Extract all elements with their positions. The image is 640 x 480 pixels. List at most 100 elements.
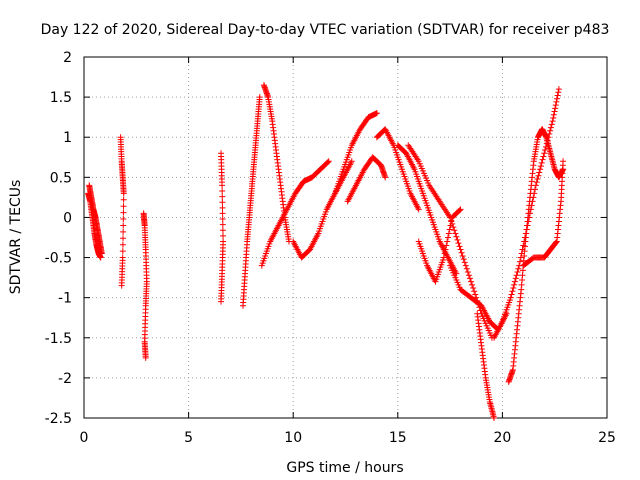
series-seg-17 (415, 206, 464, 285)
data-point (541, 150, 548, 157)
data-point (540, 153, 547, 160)
data-point (445, 234, 452, 241)
data-point (415, 206, 422, 213)
chart-title: Day 122 of 2020, Sidereal Day-to-day VTE… (41, 22, 610, 38)
data-point (444, 238, 451, 245)
data-point (491, 415, 498, 421)
data-point (373, 110, 380, 117)
data-point (120, 235, 127, 242)
data-point (469, 281, 476, 288)
data-point (560, 166, 567, 173)
data-point (118, 282, 125, 289)
y-tick-label: -1 (58, 291, 72, 307)
y-axis-label: SDTVAR / TECUs (8, 180, 24, 295)
data-point (538, 159, 545, 166)
data-point (471, 288, 478, 295)
data-point (460, 256, 467, 263)
data-point (457, 206, 464, 213)
data-point (120, 196, 127, 203)
series-seg-1.8 (117, 134, 127, 289)
series-seg-19 (474, 310, 498, 421)
y-tick-labels: -2.5 -2 -1.5 -1 -0.5 0 0.5 1 1.5 2 (45, 50, 72, 427)
data-point (547, 127, 554, 134)
data-point (462, 262, 469, 269)
y-tick-label: 0 (63, 210, 72, 226)
data-point (219, 221, 226, 228)
data-point (550, 111, 557, 118)
data-point (463, 265, 470, 272)
series-seg-9.5 (258, 158, 332, 269)
data-point (551, 108, 558, 115)
x-tick-label: 15 (389, 430, 407, 446)
data-point (120, 228, 127, 235)
data-point (555, 89, 562, 96)
ticks (83, 56, 608, 419)
data-point (348, 158, 355, 165)
data-point (553, 98, 560, 105)
data-point (445, 230, 452, 237)
y-tick-label: -1.5 (45, 331, 72, 347)
series-seg-6.6 (218, 150, 227, 305)
data-point (325, 158, 332, 165)
series-seg-0.5-b (86, 182, 105, 257)
series-seg-12.5 (332, 110, 380, 197)
data-point (508, 291, 515, 298)
grid (84, 57, 607, 418)
data-point (554, 95, 561, 102)
series-seg-7.8 (239, 94, 263, 309)
series-seg-8.7 (260, 82, 293, 245)
data-point (534, 175, 541, 182)
series-seg-13 (344, 154, 389, 205)
data-point (560, 158, 567, 165)
data-point (447, 222, 454, 229)
data-point (554, 92, 561, 99)
data-point (507, 294, 514, 301)
y-tick-label: -0.5 (45, 251, 72, 267)
data-point (324, 159, 331, 166)
data-point (218, 298, 225, 305)
data-point (120, 222, 127, 229)
data-point (457, 246, 464, 253)
x-tick-label: 5 (184, 430, 193, 446)
data-point (219, 182, 226, 189)
y-tick-label: -2 (58, 371, 72, 387)
data-point (443, 242, 450, 249)
data-point (466, 275, 473, 282)
data-point (120, 203, 127, 210)
data-point (448, 218, 455, 225)
data-point (509, 288, 516, 295)
data-point (468, 278, 475, 285)
data-point (446, 226, 453, 233)
data-point (440, 254, 447, 261)
data-point (513, 272, 520, 279)
data-point (451, 227, 458, 234)
data-point (441, 250, 448, 257)
data-point (120, 190, 127, 197)
data-point (219, 216, 226, 223)
data-point (547, 124, 554, 131)
data-point (459, 252, 466, 259)
data-point (120, 209, 127, 216)
x-axis-label: GPS time / hours (286, 460, 403, 476)
data-point (97, 254, 104, 261)
data-point (465, 272, 472, 279)
data-marks (85, 82, 567, 421)
data-point (511, 281, 518, 288)
data-point (537, 163, 544, 170)
data-point (452, 230, 459, 237)
series-seg-15.5 (394, 142, 460, 277)
data-point (516, 258, 523, 265)
data-point (219, 193, 226, 200)
series-seg-14 (373, 126, 422, 213)
data-point (552, 105, 559, 112)
y-tick-label: 2 (63, 50, 72, 66)
data-point (470, 285, 477, 292)
x-tick-label: 25 (598, 430, 616, 446)
x-tick-label: 10 (284, 430, 302, 446)
data-point (442, 246, 449, 253)
series-seg-20.5 (505, 126, 546, 385)
data-point (456, 207, 463, 214)
plot-frame (83, 56, 608, 419)
data-point (456, 243, 463, 250)
y-tick-label: 0.5 (50, 170, 72, 186)
